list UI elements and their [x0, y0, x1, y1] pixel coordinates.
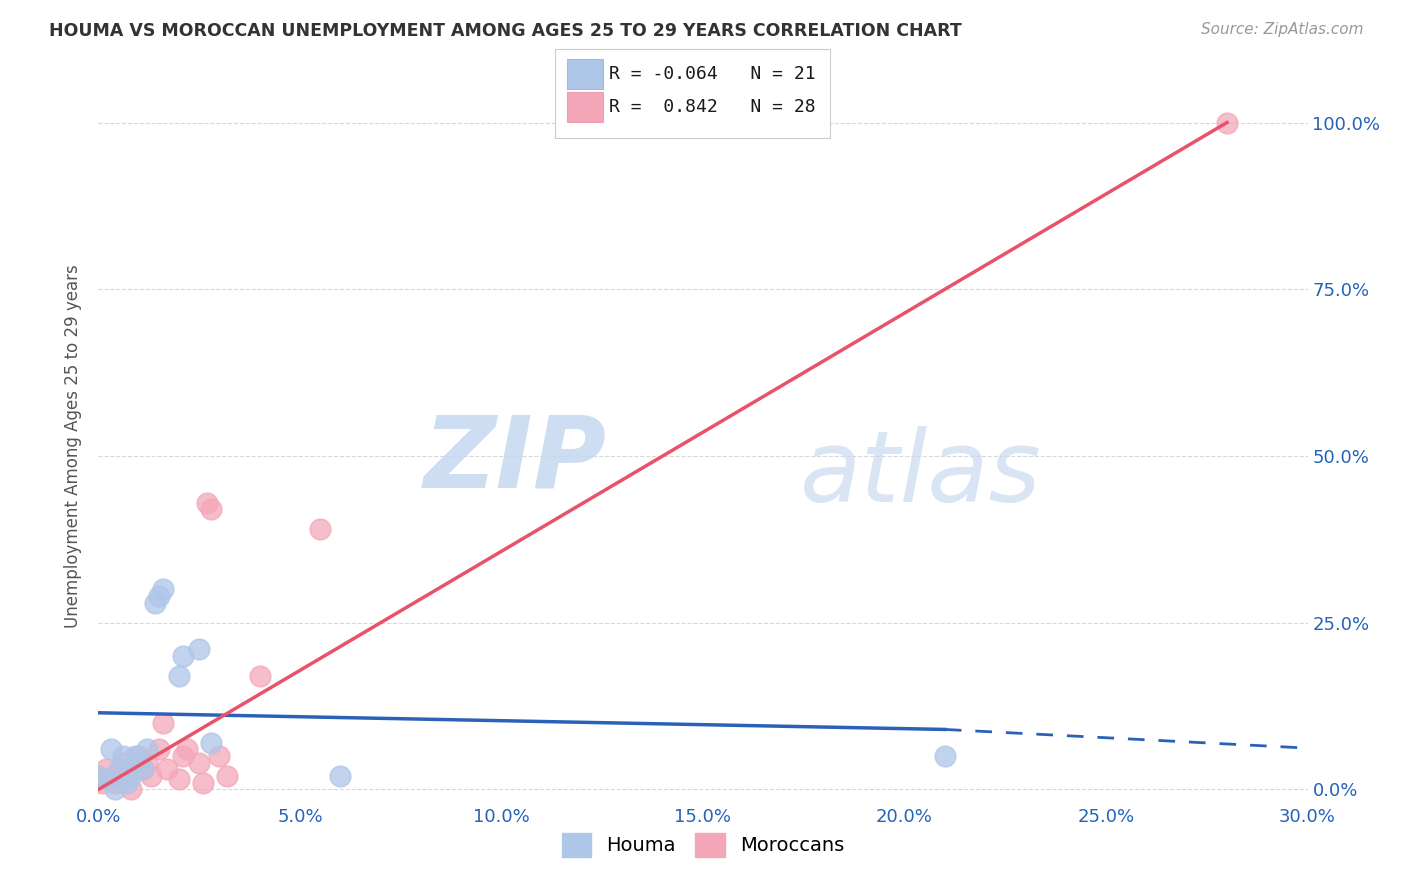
Point [120, 769, 142, 783]
Point [91, 776, 114, 790]
Point [208, 749, 231, 764]
Point [120, 782, 142, 797]
Text: R = -0.064   N = 21: R = -0.064 N = 21 [609, 65, 815, 83]
Point [152, 715, 174, 730]
Point [128, 756, 150, 770]
Point [329, 769, 352, 783]
Text: ZIP: ZIP [423, 412, 606, 508]
Point [188, 756, 211, 770]
Point [132, 763, 155, 777]
Y-axis label: Unemployment Among Ages 25 to 29 years: Unemployment Among Ages 25 to 29 years [65, 264, 83, 628]
Point [148, 742, 170, 756]
Point [167, 669, 190, 683]
Point [128, 749, 150, 764]
Point [143, 596, 166, 610]
Text: HOUMA VS MOROCCAN UNEMPLOYMENT AMONG AGES 25 TO 29 YEARS CORRELATION CHART: HOUMA VS MOROCCAN UNEMPLOYMENT AMONG AGE… [49, 22, 962, 40]
Point [139, 769, 162, 783]
Point [176, 742, 198, 756]
Point [200, 736, 222, 750]
Point [96, 772, 118, 787]
Point [156, 763, 179, 777]
Point [100, 742, 122, 756]
Text: atlas: atlas [800, 426, 1042, 523]
Point [135, 756, 157, 770]
Point [111, 749, 134, 764]
Point [167, 772, 190, 787]
Legend: Houma, Moroccans: Houma, Moroccans [554, 825, 852, 864]
Point [1216, 115, 1239, 129]
Point [188, 642, 211, 657]
Point [309, 522, 332, 536]
Point [87, 769, 110, 783]
Point [135, 742, 157, 756]
Point [115, 776, 138, 790]
Point [103, 782, 125, 797]
Point [87, 769, 110, 783]
Point [172, 649, 194, 664]
Point [934, 749, 956, 764]
Point [132, 763, 155, 777]
Point [152, 582, 174, 597]
Point [115, 769, 138, 783]
Text: R =  0.842   N = 28: R = 0.842 N = 28 [609, 98, 815, 116]
Point [217, 769, 239, 783]
Point [195, 496, 218, 510]
Point [193, 776, 215, 790]
Point [124, 749, 146, 764]
Point [100, 772, 122, 787]
Point [96, 763, 118, 777]
Point [148, 589, 170, 603]
Point [200, 502, 222, 516]
Point [107, 763, 129, 777]
Point [103, 776, 125, 790]
Point [107, 765, 129, 780]
Text: Source: ZipAtlas.com: Source: ZipAtlas.com [1201, 22, 1364, 37]
Point [111, 756, 134, 770]
Point [249, 669, 271, 683]
Point [172, 749, 194, 764]
